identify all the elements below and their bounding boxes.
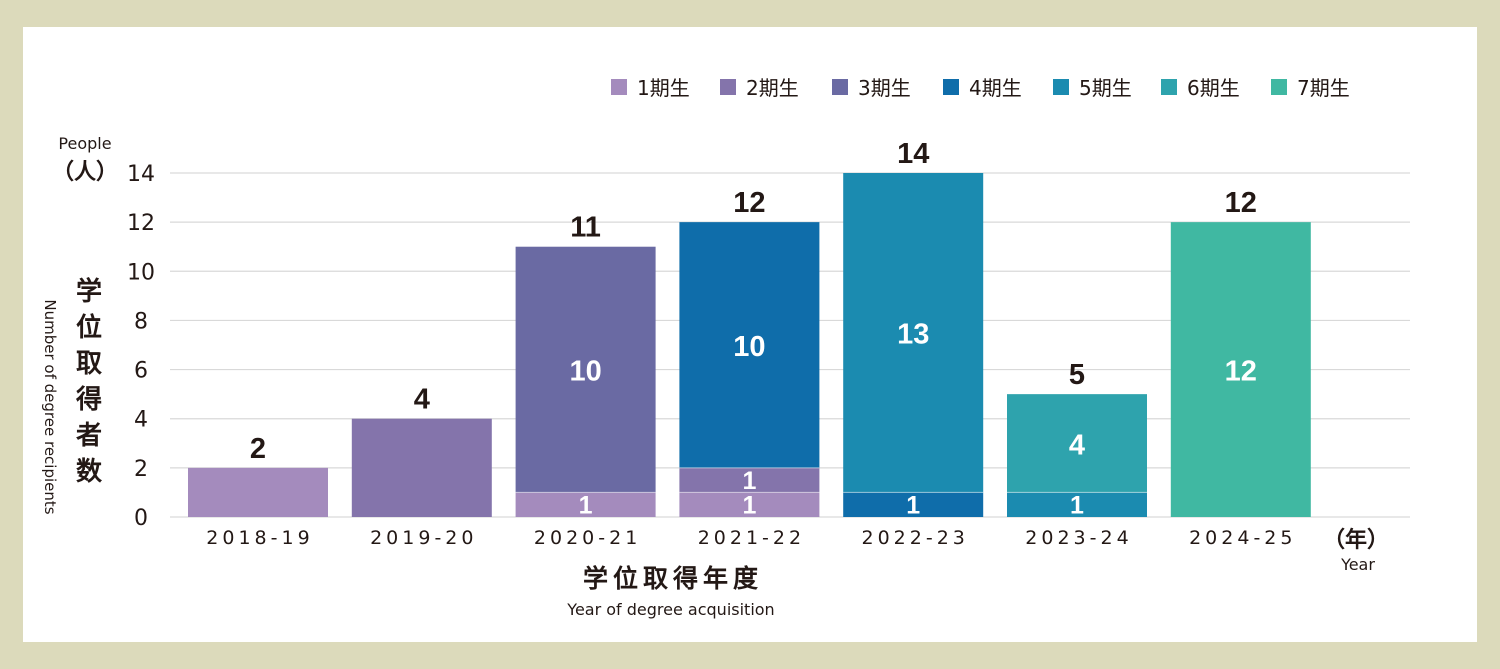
y-tick-label: 10 (127, 260, 155, 285)
bar-segment (188, 467, 328, 517)
segment-value-label: 13 (897, 319, 929, 351)
segment-value-label: 1 (742, 492, 756, 520)
segment-value-label: 1 (1070, 492, 1084, 520)
legend-label: 3期生 (858, 76, 911, 100)
legend-swatch (720, 79, 736, 95)
legend-swatch (943, 79, 959, 95)
legend-item: 7期生 (1271, 76, 1350, 100)
x-axis-label-en: Year of degree acquisition (566, 600, 774, 619)
y-axis-label-ja-char: 得 (75, 385, 102, 415)
bar-total-label: 4 (414, 384, 430, 416)
x-tick-label: 2022-23 (862, 527, 969, 549)
y-unit-ja: （人） (52, 160, 118, 185)
legend-item: 5期生 (1053, 76, 1132, 100)
legend-swatch (832, 79, 848, 95)
segment-value-label: 1 (906, 492, 920, 520)
legend-item: 6期生 (1161, 76, 1240, 100)
x-tick-label: 2018-19 (206, 527, 313, 549)
chart-panel: 0 2 4 6 8 10 12 14 2 2018-19 4 2019-20 1 10 11 2020-21… (23, 27, 1477, 642)
legend-item: 3期生 (832, 76, 911, 100)
legend-label: 6期生 (1187, 76, 1240, 100)
bar-total-label: 12 (733, 187, 765, 219)
bar-segment (679, 492, 820, 517)
segment-value-label: 1 (579, 492, 593, 520)
y-axis-label-ja-char: 数 (76, 457, 103, 487)
legend-label: 5期生 (1079, 76, 1132, 100)
bar-segment (1007, 394, 1147, 493)
y-unit-en: People (58, 134, 111, 153)
legend-label: 1期生 (637, 76, 690, 100)
legend-item: 4期生 (943, 76, 1022, 100)
legend-swatch (1271, 79, 1287, 95)
bar-segment (1007, 492, 1147, 517)
x-tick-label: 2023-24 (1025, 527, 1132, 549)
legend-swatch (1053, 79, 1069, 95)
bar-total-label: 5 (1069, 359, 1085, 391)
segment-value-label: 10 (569, 356, 601, 388)
legend-swatch (611, 79, 627, 95)
bar-total-label: 2 (250, 433, 266, 465)
bar-segment (1170, 222, 1311, 517)
y-axis-label-ja-char: 位 (76, 312, 102, 343)
bar-segment (679, 222, 820, 468)
bar-segment (843, 492, 984, 517)
y-tick-label: 4 (134, 408, 148, 433)
y-axis-label-ja-char: 取 (76, 349, 102, 379)
legend-label: 2期生 (746, 76, 799, 100)
bar-segment (843, 173, 984, 493)
bar-total-label: 14 (897, 138, 929, 170)
x-tick-label: 2024-25 (1189, 527, 1296, 549)
legend-label: 7期生 (1297, 76, 1350, 100)
y-tick-label: 14 (127, 162, 155, 187)
segment-value-label: 10 (733, 331, 765, 363)
y-axis-label-en: Number of degree recipients (41, 299, 59, 514)
x-tick-label: 2019-20 (370, 527, 477, 549)
bar-segment (515, 246, 656, 493)
y-tick-label: 6 (134, 359, 148, 384)
x-unit-ja: （年） (1323, 527, 1389, 553)
bar-segment (351, 418, 492, 517)
legend-label: 4期生 (969, 76, 1022, 100)
x-tick-label: 2020-21 (534, 527, 641, 549)
bar-total-label: 12 (1225, 187, 1257, 219)
bar-total-label: 11 (570, 212, 601, 244)
y-axis-label-ja-char: 学 (76, 276, 102, 307)
y-axis-label-ja-char: 者 (76, 421, 102, 451)
x-axis-label-ja: 学位取得年度 (583, 564, 763, 593)
segment-value-label: 4 (1069, 429, 1085, 461)
x-unit-en: Year (1340, 555, 1375, 574)
y-tick-label: 0 (134, 506, 148, 531)
segment-value-label: 12 (1225, 356, 1257, 388)
legend-swatch (1161, 79, 1177, 95)
legend-item: 1期生 (611, 76, 690, 100)
bar-segment (515, 492, 656, 517)
y-tick-label: 2 (134, 457, 148, 482)
bar-segment (679, 467, 820, 493)
segment-value-label: 1 (742, 467, 756, 495)
y-tick-label: 8 (134, 309, 148, 334)
y-tick-label: 12 (127, 211, 155, 236)
x-tick-label: 2021-22 (698, 527, 805, 549)
legend-item: 2期生 (720, 76, 799, 100)
